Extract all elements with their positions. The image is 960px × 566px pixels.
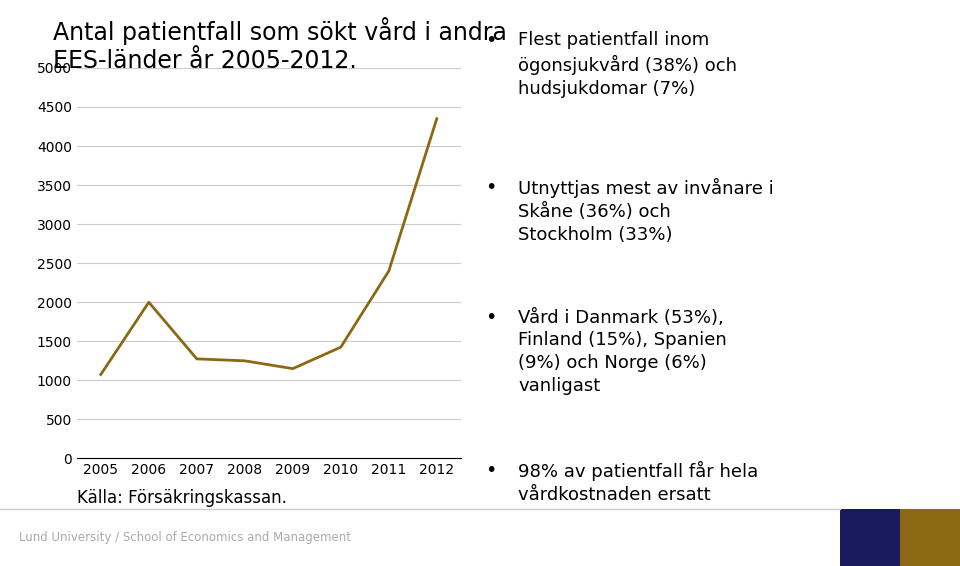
Text: Vård i Danmark (53%),
Finland (15%), Spanien
(9%) och Norge (6%)
vanligast: Vård i Danmark (53%), Finland (15%), Spa… <box>518 308 727 395</box>
Text: 98% av patientfall får hela
vårdkostnaden ersatt: 98% av patientfall får hela vårdkostnade… <box>518 461 758 504</box>
Text: •: • <box>485 308 496 328</box>
Text: •: • <box>485 31 496 50</box>
Text: •: • <box>485 461 496 481</box>
Text: Antal patientfall som sökt vård i andra
EES-länder år 2005-2012.: Antal patientfall som sökt vård i andra … <box>53 17 507 72</box>
Text: Flest patientfall inom
ögonsjukvård (38%) och
hudsjukdomar (7%): Flest patientfall inom ögonsjukvård (38%… <box>518 31 737 98</box>
Text: Lund University / School of Economics and Management: Lund University / School of Economics an… <box>19 531 351 544</box>
Text: •: • <box>485 178 496 198</box>
Text: Källa: Försäkringskassan.: Källa: Försäkringskassan. <box>77 488 287 507</box>
Text: Utnyttjas mest av invånare i
Skåne (36%) och
Stockholm (33%): Utnyttjas mest av invånare i Skåne (36%)… <box>518 178 774 245</box>
